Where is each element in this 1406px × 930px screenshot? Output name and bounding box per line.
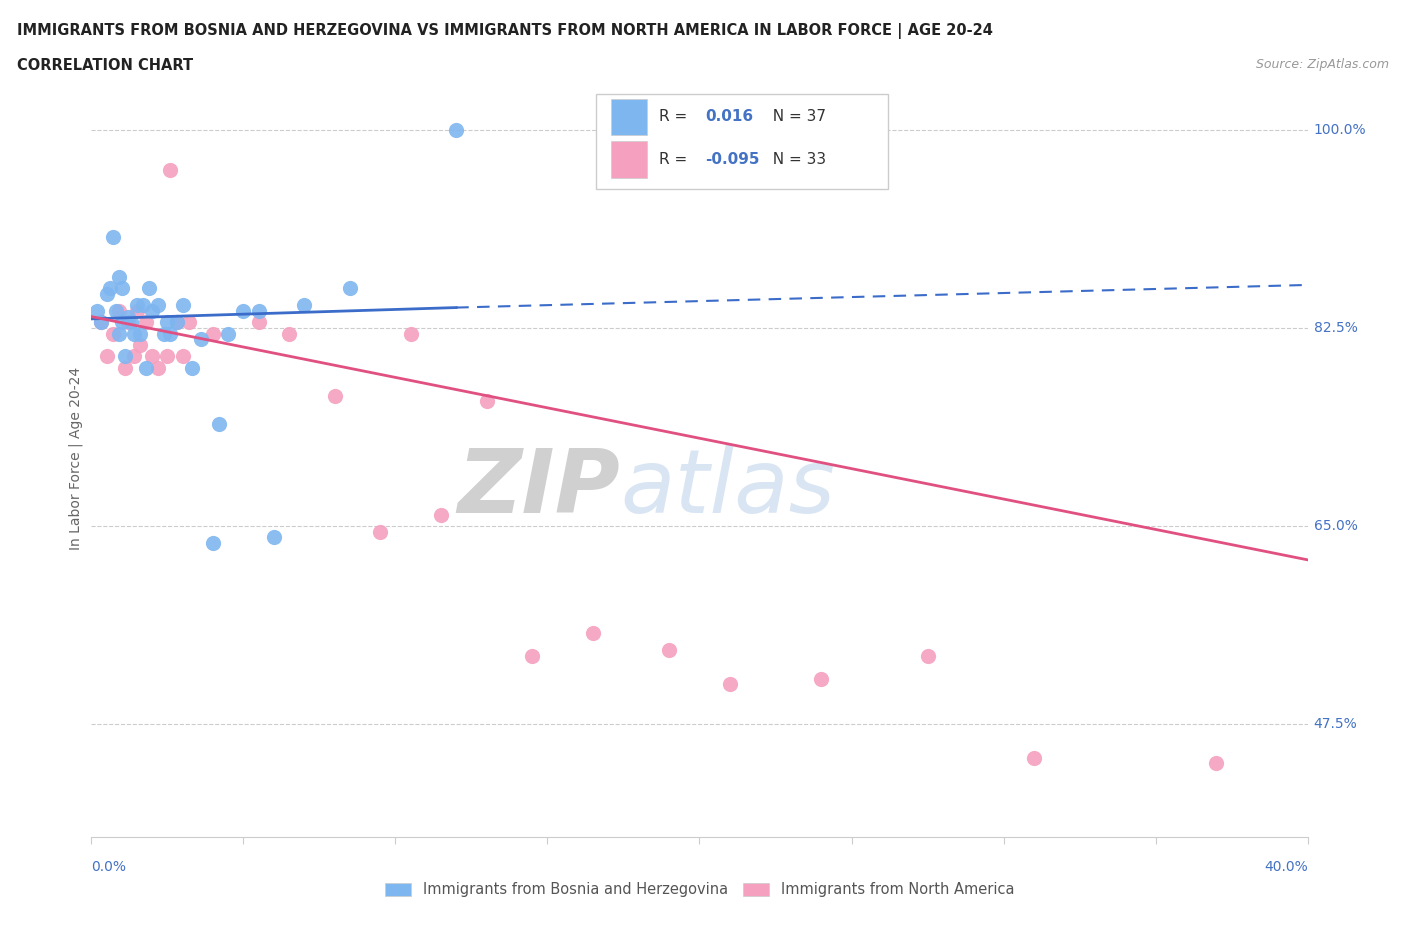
Legend: Immigrants from Bosnia and Herzegovina, Immigrants from North America: Immigrants from Bosnia and Herzegovina, … [381,878,1018,902]
Point [96,286,118,301]
Point [368,525,391,539]
Point [718,677,741,692]
Point [96,349,118,364]
Text: IMMIGRANTS FROM BOSNIA AND HERZEGOVINA VS IMMIGRANTS FROM NORTH AMERICA IN LABOR: IMMIGRANTS FROM BOSNIA AND HERZEGOVINA V… [17,23,993,39]
Text: atlas: atlas [620,445,835,531]
Point [159,326,181,341]
Point [159,162,181,177]
Point [658,643,681,658]
Point [339,281,361,296]
Point [117,315,139,330]
Point [89,315,111,330]
Point [148,360,170,375]
Point [117,309,139,324]
Point [166,315,188,330]
Point [172,298,194,312]
Point [98,281,121,296]
Text: Source: ZipAtlas.com: Source: ZipAtlas.com [1256,58,1389,71]
Bar [610,141,647,178]
Point [399,326,422,341]
Point [107,303,129,318]
Point [208,417,231,432]
Text: R =: R = [659,109,693,125]
Point [122,326,145,341]
Y-axis label: In Labor Force | Age 20-24: In Labor Force | Age 20-24 [69,366,83,550]
Point [148,298,170,312]
Point [1022,751,1045,765]
Point [107,326,129,341]
Point [138,281,160,296]
Point [217,326,239,341]
Text: N = 33: N = 33 [762,152,825,166]
Text: ZIP: ZIP [458,445,620,532]
Point [125,303,148,318]
Point [129,338,152,352]
Point [86,303,108,318]
Text: 65.0%: 65.0% [1313,519,1358,533]
Point [101,230,124,245]
Point [247,303,270,318]
Text: CORRELATION CHART: CORRELATION CHART [17,58,193,73]
Text: 40.0%: 40.0% [1264,860,1308,874]
Point [107,270,129,285]
Text: 100.0%: 100.0% [1313,123,1367,137]
Point [292,298,315,312]
Point [810,671,832,686]
Point [114,360,136,375]
Text: 0.0%: 0.0% [91,860,127,874]
Point [430,507,453,522]
Point [180,360,202,375]
Point [177,315,200,330]
Point [917,648,939,663]
Point [172,349,194,364]
Point [156,315,179,330]
Point [101,326,124,341]
Point [232,303,254,318]
Point [89,315,111,330]
Point [120,315,142,330]
Point [190,332,212,347]
Text: 82.5%: 82.5% [1313,321,1358,335]
Point [1205,756,1227,771]
Point [122,349,145,364]
Point [522,648,544,663]
Text: -0.095: -0.095 [706,152,761,166]
FancyBboxPatch shape [596,94,889,189]
Point [278,326,301,341]
Point [323,389,346,404]
Point [475,394,498,409]
Point [153,326,176,341]
Point [114,349,136,364]
Point [156,349,179,364]
Text: 0.016: 0.016 [706,109,754,125]
Point [125,298,148,312]
Point [247,315,270,330]
Point [202,536,225,551]
Point [132,298,155,312]
Point [111,315,134,330]
Text: N = 37: N = 37 [762,109,825,125]
Point [129,326,152,341]
Point [104,303,127,318]
Text: R =: R = [659,152,693,166]
Bar [610,99,647,135]
Point [582,626,605,641]
Point [444,123,467,138]
Point [202,326,225,341]
Point [141,303,163,318]
Point [135,360,157,375]
Point [111,281,134,296]
Text: 47.5%: 47.5% [1313,717,1357,731]
Point [141,349,163,364]
Point [166,315,188,330]
Point [263,530,285,545]
Point [135,315,157,330]
